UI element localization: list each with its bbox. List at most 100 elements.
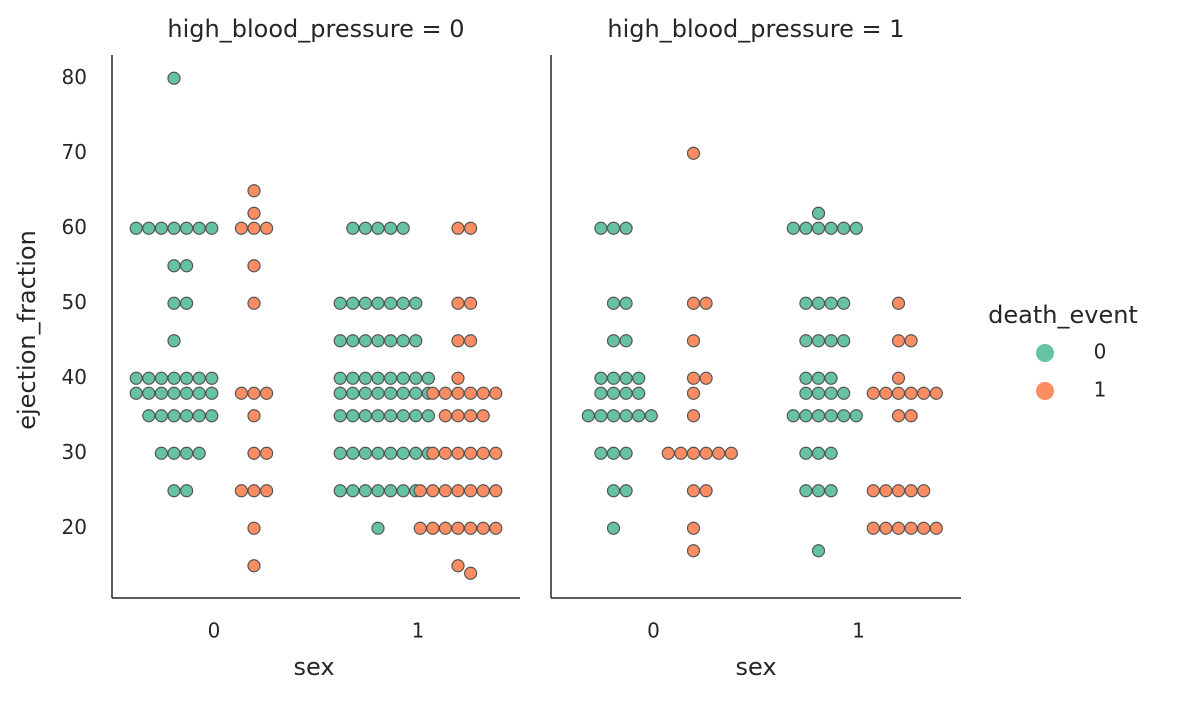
point <box>247 409 261 423</box>
point <box>686 484 701 498</box>
point <box>489 446 503 460</box>
point <box>451 296 465 310</box>
point <box>811 484 826 498</box>
y-axis-label: ejection_fraction <box>13 230 41 430</box>
point <box>154 221 168 235</box>
point <box>699 371 713 385</box>
point <box>396 409 410 423</box>
facet-title: high_blood_pressure = 0 <box>167 15 464 43</box>
point <box>786 409 800 423</box>
point <box>594 221 608 235</box>
point <box>154 371 168 385</box>
point <box>142 221 156 235</box>
point <box>632 371 646 385</box>
point <box>619 409 633 423</box>
y-tick-label: 50 <box>62 290 87 314</box>
point <box>929 521 943 535</box>
point <box>413 521 427 535</box>
point <box>811 296 826 310</box>
point <box>451 446 465 460</box>
point <box>606 521 621 535</box>
point <box>384 484 398 498</box>
point <box>824 334 838 348</box>
point <box>451 221 465 235</box>
point <box>129 386 143 400</box>
point <box>811 446 826 460</box>
point <box>247 221 261 235</box>
point <box>464 409 478 423</box>
point <box>489 484 503 498</box>
point <box>632 409 646 423</box>
point <box>371 446 385 460</box>
point <box>837 334 851 348</box>
point <box>260 386 274 400</box>
point <box>180 446 194 460</box>
point <box>358 484 372 498</box>
point <box>674 446 688 460</box>
point <box>686 334 701 348</box>
point <box>421 371 435 385</box>
point <box>167 386 181 400</box>
point <box>409 446 423 460</box>
point <box>154 386 168 400</box>
point <box>699 446 713 460</box>
point <box>234 386 248 400</box>
point <box>476 521 490 535</box>
point <box>619 296 633 310</box>
point <box>619 334 633 348</box>
point <box>180 371 194 385</box>
point <box>811 221 826 235</box>
point <box>384 371 398 385</box>
point <box>606 409 621 423</box>
point <box>594 409 608 423</box>
point <box>451 371 465 385</box>
point <box>699 484 713 498</box>
point <box>371 296 385 310</box>
point <box>192 386 206 400</box>
point <box>811 544 826 558</box>
point <box>371 221 385 235</box>
x-tick-label: 1 <box>852 619 865 643</box>
point <box>358 296 372 310</box>
point <box>879 386 893 400</box>
point <box>192 371 206 385</box>
x-tick-label: 0 <box>208 619 221 643</box>
y-tick-label: 60 <box>62 215 87 239</box>
legend-label: 0 <box>1094 340 1107 364</box>
point <box>476 386 490 400</box>
point <box>358 371 372 385</box>
point <box>476 446 490 460</box>
point <box>594 446 608 460</box>
point <box>333 386 347 400</box>
point <box>167 334 181 348</box>
y-tick-label: 40 <box>62 365 87 389</box>
point <box>849 221 863 235</box>
point <box>260 221 274 235</box>
point <box>409 409 423 423</box>
point <box>192 221 206 235</box>
point <box>917 386 931 400</box>
point <box>476 484 490 498</box>
point <box>891 386 906 400</box>
point <box>371 334 385 348</box>
point <box>129 371 143 385</box>
point <box>606 386 621 400</box>
point <box>866 521 880 535</box>
point <box>619 371 633 385</box>
point <box>371 521 385 535</box>
point <box>464 296 478 310</box>
point <box>929 386 943 400</box>
point <box>167 259 181 273</box>
point <box>811 386 826 400</box>
point <box>396 446 410 460</box>
point <box>167 484 181 498</box>
point <box>464 221 478 235</box>
point <box>167 371 181 385</box>
point <box>661 446 675 460</box>
point <box>891 334 906 348</box>
point <box>879 521 893 535</box>
point <box>167 446 181 460</box>
point <box>346 334 360 348</box>
point <box>824 221 838 235</box>
point <box>346 386 360 400</box>
